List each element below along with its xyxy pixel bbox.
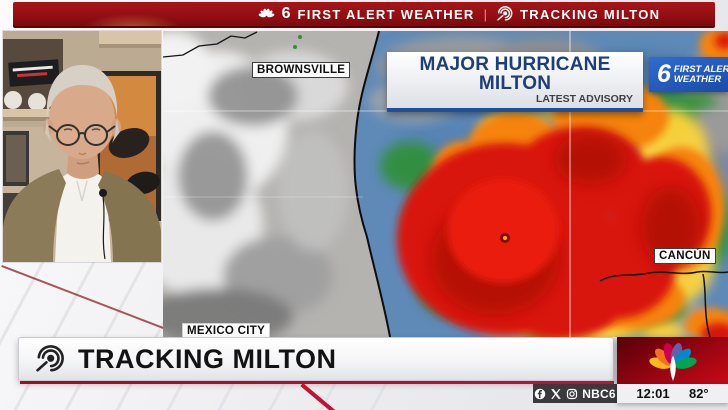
anchor-face bbox=[49, 79, 115, 159]
facebook-icon bbox=[535, 388, 546, 399]
border-line bbox=[163, 31, 258, 58]
city-label-mexico-city: MEXICO CITY bbox=[182, 323, 271, 337]
instagram-icon bbox=[567, 388, 578, 399]
banner-segment-label: TRACKING MILTON bbox=[520, 6, 661, 22]
anchor-shirt bbox=[55, 169, 111, 262]
station-number: 6 bbox=[281, 5, 291, 22]
temperature: 82° bbox=[688, 386, 709, 401]
banner-brand-label: FIRST ALERT WEATHER bbox=[297, 6, 475, 22]
radar-icon bbox=[497, 6, 513, 21]
nbc-peacock-icon bbox=[648, 342, 697, 381]
city-label-brownsville: BROWNSVILLE bbox=[252, 62, 351, 78]
social-bar: NBC6 bbox=[533, 384, 617, 403]
time-temp-bar: 12:01 82° bbox=[617, 384, 728, 403]
anchor-jacket-right bbox=[98, 171, 161, 262]
logo-line2: WEATHER bbox=[673, 73, 722, 85]
nbc-brand-box bbox=[617, 337, 728, 384]
gulf-coastline bbox=[353, 31, 391, 337]
nbc-peacock-icon bbox=[258, 8, 275, 17]
advisory-banner: MAJOR HURRICANE MILTON LATEST ADVISORY bbox=[387, 52, 643, 112]
radar-icon bbox=[36, 344, 64, 372]
advisory-title: MAJOR HURRICANE MILTON bbox=[419, 54, 611, 94]
anchor-jacket-left bbox=[3, 169, 66, 262]
x-icon bbox=[551, 388, 562, 399]
anchor-video-scene bbox=[3, 31, 161, 262]
advisory-subtitle: LATEST ADVISORY bbox=[535, 93, 633, 105]
lower-third-title: TRACKING MILTON bbox=[78, 343, 337, 374]
city-label-cancun: CANCÚN bbox=[654, 248, 716, 264]
lower-third-accent-line bbox=[20, 381, 614, 384]
clock-time: 12:01 bbox=[636, 386, 670, 401]
lapel-mic bbox=[99, 189, 107, 197]
social-handle: NBC6 bbox=[582, 386, 616, 401]
anchor-video bbox=[3, 31, 161, 262]
yucatan-coastline bbox=[599, 270, 728, 282]
station-logo-badge: 6 FIRST ALERT WEATHER bbox=[649, 57, 728, 92]
banner-separator: | bbox=[483, 6, 488, 22]
top-banner: 6 FIRST ALERT WEATHER | TRACKING MILTON bbox=[13, 2, 715, 28]
station-logo-text: FIRST ALERT WEATHER bbox=[673, 63, 728, 85]
station-number: 6 bbox=[657, 60, 671, 88]
lower-third-banner: TRACKING MILTON bbox=[18, 337, 614, 381]
logo-line1: FIRST ALERT bbox=[673, 63, 728, 75]
anchor-glasses bbox=[48, 124, 116, 146]
anchor-hair bbox=[46, 65, 118, 117]
hurricane-satellite-map: MAJOR HURRICANE MILTON LATEST ADVISORY 6… bbox=[163, 31, 728, 337]
